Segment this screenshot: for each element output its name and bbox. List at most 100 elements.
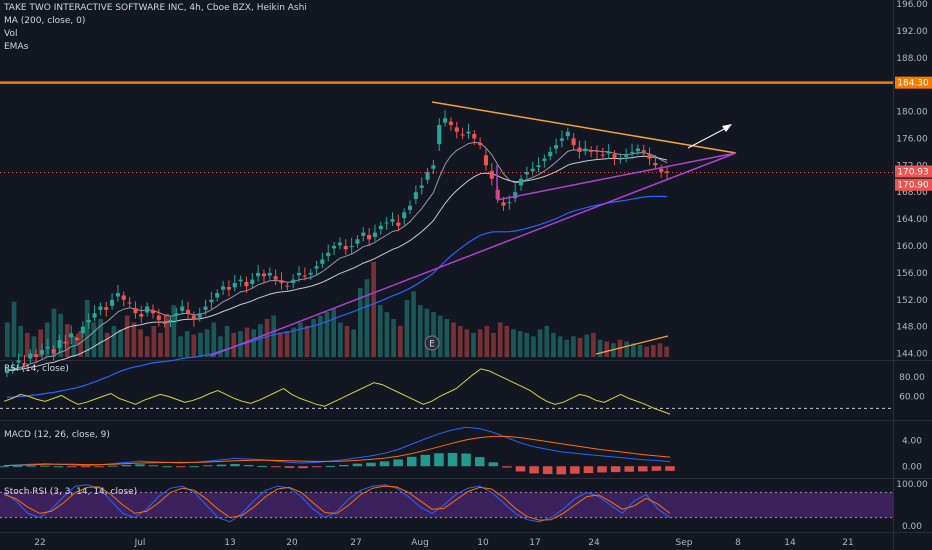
volume-bar bbox=[577, 338, 583, 357]
time-tick-label: 21 bbox=[842, 538, 853, 548]
volume-bar bbox=[437, 315, 443, 357]
macd-histogram-bar bbox=[243, 464, 254, 467]
candle-body bbox=[384, 222, 389, 224]
macd-tick-label: 4.00 bbox=[902, 436, 922, 446]
candle-body bbox=[460, 134, 465, 136]
rsi-legend[interactable]: RSI (14, close) bbox=[4, 363, 69, 376]
price-tick-label: 164.00 bbox=[896, 215, 928, 225]
volume-bar bbox=[411, 291, 416, 357]
macd-signal-line bbox=[3, 435, 671, 467]
volume-bar bbox=[571, 336, 576, 357]
candle-body bbox=[221, 286, 226, 290]
candle-body bbox=[618, 158, 623, 160]
candle-body bbox=[203, 306, 208, 310]
candle-body bbox=[413, 192, 418, 199]
legend-vol[interactable]: Vol bbox=[4, 29, 18, 39]
candle-body bbox=[431, 165, 436, 169]
macd-line bbox=[3, 426, 671, 467]
price-tick-label: 148.00 bbox=[896, 323, 928, 333]
time-tick-label: 8 bbox=[735, 538, 741, 548]
stoch-legend[interactable]: Stoch RSI (3, 3, 14, 14, close) bbox=[4, 486, 137, 499]
candle-body bbox=[57, 340, 62, 348]
volume-bar bbox=[564, 339, 570, 357]
candle-body bbox=[559, 138, 564, 141]
triangle-lower-trendline[interactable] bbox=[496, 152, 737, 201]
triangle-upper-trendline[interactable] bbox=[431, 101, 737, 154]
ma-line bbox=[6, 195, 668, 398]
macd-histogram-bar bbox=[121, 464, 132, 467]
candle-body bbox=[653, 162, 658, 166]
candle-body bbox=[320, 259, 325, 264]
volume-bar bbox=[144, 336, 150, 357]
volume-bar bbox=[551, 332, 556, 357]
time-tick-label: Jul bbox=[134, 538, 146, 548]
macd-histogram-bar bbox=[0, 466, 9, 468]
symbol-title[interactable]: TAKE TWO INTERACTIVE SOFTWARE INC, 4h, C… bbox=[4, 3, 307, 13]
price-tick-label: 176.00 bbox=[896, 134, 928, 144]
candle-body bbox=[489, 171, 494, 179]
time-tick-label: 10 bbox=[477, 538, 489, 548]
candle-body bbox=[291, 279, 296, 283]
macd-histogram-bar bbox=[80, 466, 91, 468]
candle-body bbox=[296, 272, 302, 276]
stoch-tick-label: 0.00 bbox=[902, 522, 922, 532]
macd-histogram-bar bbox=[434, 453, 444, 467]
legend-ma[interactable]: MA (200, close, 0) bbox=[4, 16, 86, 26]
candle-body bbox=[367, 234, 372, 240]
macd-histogram-bar bbox=[12, 465, 23, 467]
volume-bar bbox=[631, 343, 636, 357]
svg-text:170.90: 170.90 bbox=[897, 181, 929, 191]
candle-body bbox=[542, 158, 547, 161]
earnings-marker[interactable] bbox=[424, 335, 440, 351]
moving-averages bbox=[6, 141, 668, 398]
volume-bar bbox=[531, 336, 536, 357]
macd-histogram-bar bbox=[284, 466, 295, 468]
legend-emas[interactable]: EMAs bbox=[4, 42, 29, 52]
breakout-arrow-head bbox=[722, 124, 732, 132]
volume-bar bbox=[651, 344, 656, 357]
volume-bar bbox=[318, 315, 323, 357]
volume-trendline[interactable] bbox=[595, 335, 669, 355]
volume-bar bbox=[504, 325, 510, 357]
volume-bar bbox=[158, 332, 163, 357]
candle-body bbox=[4, 370, 9, 374]
volume-bar bbox=[344, 325, 350, 357]
candle-body bbox=[98, 306, 103, 310]
volume-bar bbox=[84, 300, 90, 357]
time-axis[interactable]: 22 Jul 13 20 27 Aug 10 17 24 Sep 8 14 21 bbox=[34, 538, 853, 548]
macd-legend[interactable]: MACD (12, 26, close, 9) bbox=[4, 429, 110, 442]
candle-body bbox=[215, 293, 220, 298]
candle-body bbox=[624, 155, 629, 157]
candle-body bbox=[74, 337, 80, 341]
candle-body bbox=[454, 127, 459, 132]
price-tick-label: 192.00 bbox=[896, 27, 928, 37]
candle-body bbox=[548, 151, 553, 157]
volume-bar bbox=[111, 325, 117, 357]
macd-histogram-bar bbox=[107, 465, 118, 467]
candle-body bbox=[536, 165, 541, 168]
candle-body bbox=[244, 281, 249, 287]
volume-bar bbox=[171, 305, 177, 357]
volume-bar bbox=[604, 341, 610, 357]
long-term-support-trendline[interactable] bbox=[209, 152, 737, 357]
volume-bar bbox=[151, 325, 157, 357]
breakout-arrow-shaft[interactable] bbox=[687, 126, 729, 149]
volume-bar bbox=[337, 322, 343, 357]
candle-body bbox=[256, 272, 261, 277]
time-tick-label: 27 bbox=[350, 538, 361, 548]
volume-bar bbox=[404, 300, 410, 357]
price-tick-label: 152.00 bbox=[896, 296, 928, 306]
time-tick-label: Sep bbox=[676, 538, 693, 548]
macd-histogram-bar bbox=[257, 465, 268, 467]
volume-bar bbox=[537, 329, 543, 357]
stoch-label: Stoch RSI (3, 3, 14, 14, close) bbox=[4, 487, 138, 497]
volume-bar bbox=[417, 305, 423, 357]
macd-histogram bbox=[0, 452, 675, 475]
volume-bar bbox=[11, 301, 17, 357]
candle-body bbox=[425, 172, 430, 180]
volume-bar bbox=[31, 336, 37, 357]
candle-body bbox=[104, 307, 109, 310]
volume-bar bbox=[4, 322, 10, 357]
volume-bar bbox=[304, 325, 310, 357]
